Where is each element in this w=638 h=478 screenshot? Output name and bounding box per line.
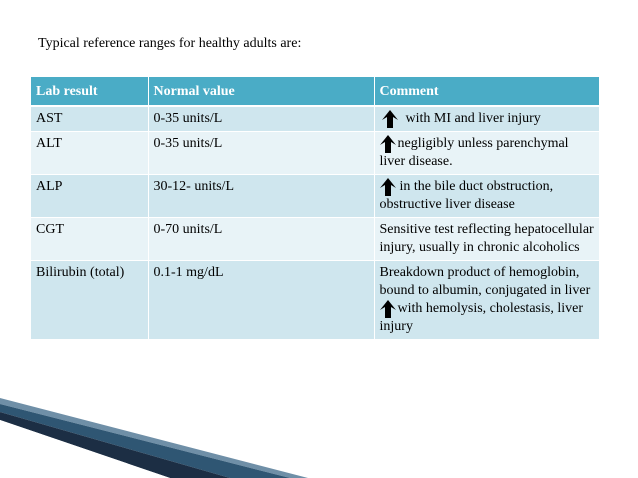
cell-value: 0-35 units/L <box>148 131 375 175</box>
cell-test: AST <box>31 106 149 132</box>
cell-comment: in the bile duct obstruction, obstructiv… <box>374 174 599 218</box>
intro-text: Typical reference ranges for healthy adu… <box>38 36 302 51</box>
reference-ranges-table: Lab result Normal value Comment AST 0-35… <box>31 77 599 340</box>
cell-test: ALP <box>31 174 149 218</box>
header-normal-value: Normal value <box>148 77 375 107</box>
table-row: ALP 30-12- units/L in the bile duct obst… <box>31 174 599 218</box>
table-row: Bilirubin (total) 0.1-1 mg/dL Breakdown … <box>31 260 599 340</box>
cell-value: 0.1-1 mg/dL <box>148 260 375 340</box>
cell-comment: with MI and liver injury <box>374 106 599 132</box>
cell-comment: negligibly unless parenchymal liver dise… <box>374 131 599 175</box>
cell-test: CGT <box>31 217 149 261</box>
comment-text: negligibly unless parenchymal liver dise… <box>379 136 569 169</box>
header-comment: Comment <box>374 77 599 107</box>
up-arrow-icon <box>379 135 396 153</box>
up-arrow-icon <box>379 178 396 196</box>
cell-comment: Sensitive test reflecting hepatocellular… <box>374 217 599 261</box>
cell-comment: Breakdown product of hemoglobin, bound t… <box>374 260 599 340</box>
table-header-row: Lab result Normal value Comment <box>31 77 599 107</box>
cell-value: 0-70 units/L <box>148 217 375 261</box>
cell-value: 0-35 units/L <box>148 106 375 132</box>
cell-test: ALT <box>31 131 149 175</box>
up-arrow-icon <box>379 300 396 318</box>
up-arrow-icon <box>381 110 398 128</box>
table-row: ALT 0-35 units/L negligibly unless paren… <box>31 131 599 175</box>
cell-value: 30-12- units/L <box>148 174 375 218</box>
cell-test: Bilirubin (total) <box>31 260 149 340</box>
table-row: AST 0-35 units/L with MI and liver injur… <box>31 106 599 132</box>
header-lab-result: Lab result <box>31 77 149 107</box>
comment-text: in the bile duct obstruction, obstructiv… <box>379 179 554 212</box>
comment-text: Breakdown product of hemoglobin, bound t… <box>379 265 591 298</box>
comment-text: with MI and liver injury <box>405 111 541 126</box>
table-row: CGT 0-70 units/L Sensitive test reflecti… <box>31 217 599 261</box>
comment-text: with hemolysis, cholestasis, liver injur… <box>379 301 583 334</box>
